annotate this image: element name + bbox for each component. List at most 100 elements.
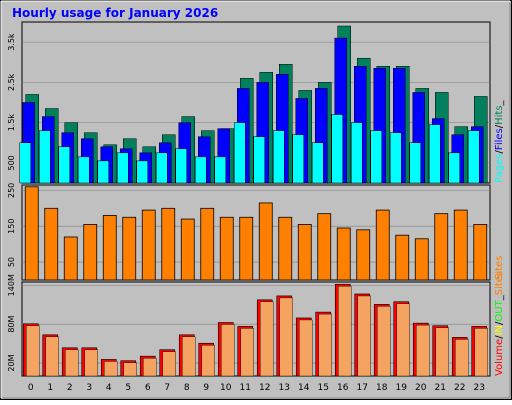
legend-entry: _ bbox=[494, 294, 505, 301]
pages-bar bbox=[253, 136, 265, 184]
panel-2: 50 150 250 Sites bbox=[7, 183, 505, 281]
x-axis-labels: 0 1 2 3 4 5 6 7 8 9 10 11 12 13 14 15 16 17 18 19 20 21 22 23 bbox=[28, 383, 485, 393]
x-tick-label: 8 bbox=[184, 383, 190, 393]
legend-entry: OUT bbox=[494, 299, 505, 321]
y-tick-label: 250 bbox=[7, 183, 16, 198]
x-tick-label: 19 bbox=[396, 383, 408, 393]
y-tick-label: 80M bbox=[7, 316, 16, 333]
pages-bar bbox=[273, 130, 285, 184]
sites-bar bbox=[473, 224, 488, 281]
pages-bar bbox=[429, 124, 441, 184]
x-tick-label: 2 bbox=[67, 383, 73, 393]
panel-2-legend: Sites bbox=[494, 256, 505, 280]
volume-in-bar bbox=[240, 328, 254, 377]
volume-in-bar bbox=[396, 303, 410, 377]
volume-in-bar bbox=[182, 336, 196, 377]
volume-in-bar bbox=[357, 295, 371, 377]
legend-entry: Sites bbox=[494, 256, 505, 280]
pages-bar bbox=[39, 130, 51, 184]
panel-1-legend: Pages/Files/Hits_ bbox=[494, 99, 505, 183]
sites-bar bbox=[434, 213, 449, 281]
sites-bar bbox=[180, 218, 195, 281]
sites-bar bbox=[161, 207, 176, 281]
volume-in-bar bbox=[104, 361, 118, 377]
volume-in-bar bbox=[26, 325, 40, 377]
y-tick-label: 140M bbox=[7, 274, 16, 296]
pages-bar bbox=[214, 156, 226, 184]
sites-bar bbox=[44, 207, 59, 281]
y-tick-label: 20M bbox=[7, 354, 16, 371]
sites-bar bbox=[24, 186, 39, 281]
pages-bar bbox=[78, 156, 90, 184]
pages-bar bbox=[409, 142, 421, 184]
x-tick-label: 15 bbox=[318, 383, 329, 393]
legend-entry: / bbox=[494, 321, 505, 325]
x-tick-label: 0 bbox=[28, 383, 34, 393]
pages-bar bbox=[175, 148, 187, 184]
x-tick-label: 22 bbox=[454, 383, 465, 393]
sites-bar bbox=[375, 209, 390, 281]
volume-in-bar bbox=[84, 349, 98, 377]
x-tick-label: 17 bbox=[357, 383, 368, 393]
sites-bar bbox=[297, 224, 312, 281]
x-tick-label: 14 bbox=[298, 383, 310, 393]
sites-bar bbox=[141, 209, 156, 281]
x-tick-label: 6 bbox=[145, 383, 151, 393]
volume-in-bar bbox=[123, 362, 137, 377]
volume-in-bar bbox=[455, 339, 469, 377]
volume-in-bar bbox=[279, 297, 293, 377]
pages-bar bbox=[234, 122, 246, 184]
x-tick-label: 13 bbox=[279, 383, 290, 393]
x-tick-label: 10 bbox=[220, 383, 232, 393]
x-tick-label: 12 bbox=[259, 383, 270, 393]
sites-bar bbox=[122, 216, 137, 281]
legend-entry: IN bbox=[494, 325, 505, 335]
pages-bar bbox=[195, 156, 207, 184]
x-tick-label: 9 bbox=[203, 383, 209, 393]
pages-bar bbox=[117, 152, 129, 184]
sites-bar bbox=[258, 202, 273, 281]
sites-bar bbox=[395, 234, 410, 281]
x-tick-label: 5 bbox=[125, 383, 131, 393]
pages-bar bbox=[331, 114, 343, 184]
legend-entry: _ bbox=[494, 99, 505, 106]
legend-entry: Sites bbox=[494, 271, 505, 295]
pages-bar bbox=[19, 142, 31, 184]
volume-in-bar bbox=[45, 336, 59, 377]
sites-bar bbox=[219, 216, 234, 281]
sites-bar bbox=[414, 238, 429, 281]
pages-bar bbox=[97, 160, 109, 184]
panel-3-plot-area bbox=[21, 281, 491, 377]
y-tick-label: 1.5k bbox=[7, 114, 16, 132]
chart-title: Hourly usage for January 2026 bbox=[12, 6, 218, 20]
sites-bar bbox=[336, 227, 351, 281]
volume-in-bar bbox=[201, 345, 215, 377]
volume-in-bar bbox=[416, 324, 430, 377]
panel-2-plot-area bbox=[21, 184, 491, 281]
sites-bar bbox=[63, 236, 78, 281]
pages-bar bbox=[390, 132, 402, 184]
volume-in-bar bbox=[162, 351, 176, 377]
x-tick-label: 21 bbox=[435, 383, 446, 393]
legend-entry: Pages bbox=[494, 154, 505, 183]
volume-in-bar bbox=[299, 319, 313, 377]
legend-entry: Volume bbox=[494, 339, 505, 376]
pages-bar bbox=[292, 134, 304, 184]
x-tick-label: 18 bbox=[376, 383, 388, 393]
x-tick-label: 7 bbox=[164, 383, 170, 393]
legend-text: Pages/Files/Hits_ bbox=[494, 99, 505, 183]
x-tick-label: 20 bbox=[415, 383, 427, 393]
volume-in-bar bbox=[435, 327, 449, 377]
sites-bar bbox=[239, 216, 254, 281]
panel-2-bars bbox=[24, 186, 488, 281]
legend-entry: / bbox=[494, 150, 505, 154]
pages-bar bbox=[351, 122, 363, 184]
y-tick-label: 2.5k bbox=[7, 73, 16, 91]
pages-bar bbox=[448, 152, 460, 184]
x-tick-label: 1 bbox=[47, 383, 53, 393]
y-tick-label: 500 bbox=[7, 155, 16, 170]
volume-in-bar bbox=[221, 324, 235, 377]
